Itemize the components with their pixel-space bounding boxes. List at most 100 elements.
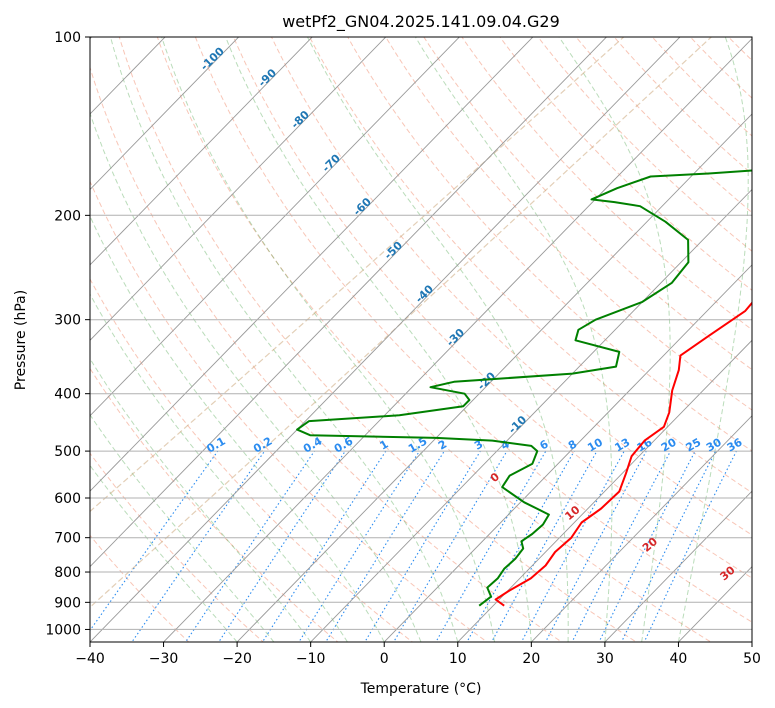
mixing-ratio-line (520, 450, 625, 642)
x-tick-label: 10 (449, 651, 467, 667)
mixing-ratio-line (491, 450, 598, 642)
mixing-ratio-label: 6 (537, 437, 550, 452)
dry-adiabat-line (156, 37, 712, 642)
temperature-profile-line (494, 301, 752, 607)
isotherm-line (751, 641, 752, 642)
isotherm-line (90, 37, 240, 191)
dry-adiabat-line (423, 37, 752, 371)
x-tick-label: 50 (743, 651, 761, 667)
moist-adiabat-line (307, 37, 569, 642)
isotherm-line (90, 37, 313, 266)
y-tick-label: 100 (54, 30, 81, 46)
isotherm-label: -90 (256, 66, 280, 89)
dry-adiabat-line (118, 37, 638, 642)
plot-area-frame (89, 36, 753, 643)
dry-adiabat-line (90, 66, 563, 642)
isotherm-line (383, 264, 752, 642)
dry-adiabat-line (194, 37, 752, 623)
isotherm-label: -40 (413, 282, 437, 305)
moist-adiabat-line (225, 37, 532, 642)
y-tick-label: 400 (54, 387, 81, 403)
dry-adiabat-line (461, 37, 752, 331)
mixing-ratio-label: 2 (436, 438, 449, 453)
x-axis-label: Temperature (°C) (360, 681, 482, 697)
y-tick-label: 1000 (45, 622, 81, 638)
dry-adiabat-line (727, 37, 752, 62)
y-tick-label: 200 (54, 208, 81, 224)
mixing-ratio-line (261, 450, 387, 642)
isotherm-label: -80 (289, 108, 313, 131)
mixing-ratio-line (364, 450, 481, 642)
y-tick-label: 500 (54, 444, 81, 460)
x-tick-label: −20 (222, 651, 252, 667)
y-tick-label: 900 (54, 595, 81, 611)
isotherm-line (310, 188, 752, 642)
dry-adiabat-line (270, 37, 752, 536)
y-tick-label: 300 (54, 313, 81, 329)
isotherm-line (162, 37, 752, 642)
mixing-ratio-line (393, 450, 508, 642)
mixing-ratio-line (184, 450, 315, 642)
isotherm-line (90, 37, 387, 341)
x-tick-label: −40 (75, 651, 105, 667)
mixing-ratio-label: 8 (566, 438, 579, 453)
dry-adiabat-label: 0 (488, 470, 502, 485)
isotherm-label: -100 (198, 45, 227, 74)
moist-adiabat-line (90, 357, 312, 642)
isotherm-line (457, 339, 752, 642)
dry-adiabat-line (753, 24, 775, 654)
mixing-ratio-line (643, 450, 737, 642)
dry-adiabat-line (689, 37, 752, 99)
dry-adiabat-line (499, 37, 752, 291)
y-tick-label: 600 (54, 491, 81, 507)
mixing-ratio-label: 25 (684, 436, 704, 455)
y-tick-label: 700 (54, 531, 81, 547)
mixing-ratio-label: 36 (725, 435, 745, 454)
x-tick-label: −30 (149, 651, 179, 667)
isotherm-label: -10 (506, 413, 530, 436)
dry-adiabat-line (90, 277, 414, 642)
moist-adiabat-line (90, 214, 385, 642)
frost-curve (90, 37, 713, 609)
x-tick-label: 0 (380, 651, 389, 667)
dry-adiabat-line (90, 180, 488, 642)
mixing-ratio-label: 0.1 (204, 435, 227, 456)
moist-adiabat-line (90, 293, 348, 642)
mixing-ratio-label: 1 (377, 438, 390, 453)
mixing-ratio-label: 0.4 (301, 434, 325, 455)
dry-adiabat-line (651, 37, 752, 137)
mixing-ratio-line (218, 450, 346, 642)
isotherm-line (236, 113, 752, 642)
dry-adiabat-line (90, 534, 190, 642)
isotherm-line (90, 37, 681, 642)
isotherm-line (604, 490, 752, 642)
chart-title: wetPf2_GN04.2025.141.09.04.G29 (282, 12, 560, 32)
isotherm-line (530, 415, 752, 642)
isotherm-line (677, 565, 752, 642)
mixing-ratio-label: 30 (704, 435, 724, 454)
mixing-ratio-line (298, 450, 420, 642)
isotherm-line (90, 37, 608, 568)
x-tick-label: 40 (670, 651, 688, 667)
moist-adiabat-line (90, 413, 275, 642)
frost-curve (90, 37, 625, 513)
dry-adiabat-line (613, 37, 752, 175)
dry-adiabat-line (90, 452, 264, 642)
mixing-ratio-line (620, 450, 717, 642)
moist-adiabat-line (110, 37, 459, 642)
mixing-ratio-line (90, 450, 219, 632)
moist-adiabat-line (677, 37, 749, 642)
dewpoint-profile-line (296, 169, 752, 607)
x-tick-label: −10 (296, 651, 326, 667)
moist-adiabat-line (558, 37, 671, 642)
dry-adiabat-line (347, 37, 752, 452)
mixing-ratio-line (131, 450, 266, 642)
y-axis-label: Pressure (hPa) (13, 290, 29, 390)
mixing-ratio-line (598, 450, 696, 642)
moist-adiabat-line (90, 111, 422, 642)
mixing-ratio-label: 20 (659, 435, 679, 454)
dry-adiabat-line (232, 37, 752, 579)
isotherm-line (90, 37, 461, 417)
mixing-ratio-line (325, 450, 445, 642)
